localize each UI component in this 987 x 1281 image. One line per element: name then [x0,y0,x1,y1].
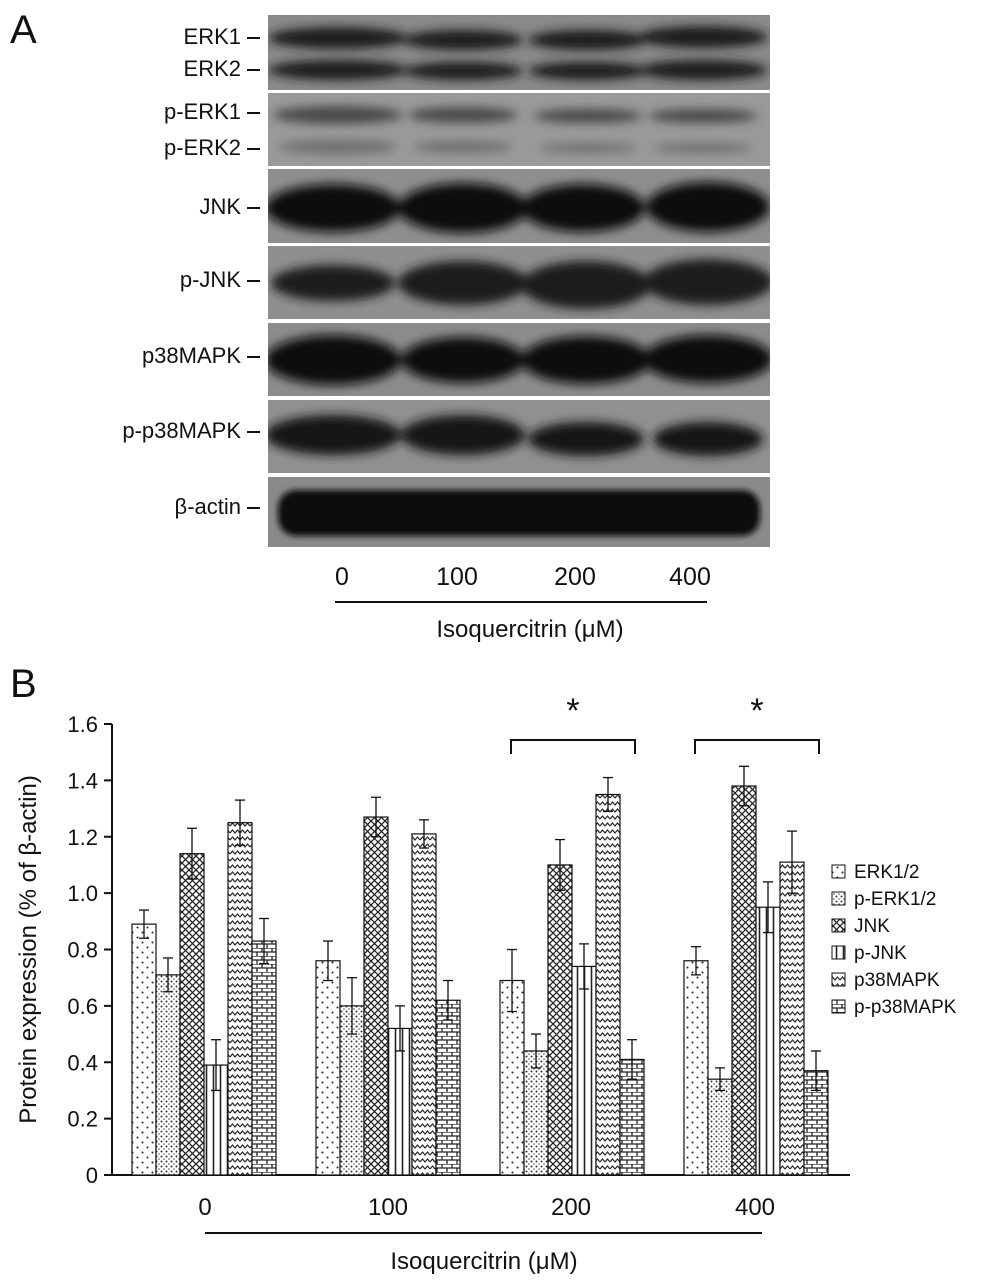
blot-label-p38mapk: p38MAPK [141,343,241,368]
blot-label-p-p38mapk: p-p38MAPK [122,418,241,443]
bar-p-erk1-2-400 [707,1078,733,1176]
lane-label-200: 200 [554,563,596,591]
bar-jnk-100 [363,816,389,1176]
blot-label--actin: β-actin [174,494,241,519]
x-tick-label-200: 200 [551,1194,591,1221]
significance-bracket [694,739,820,754]
legend-label: p-ERK1/2 [854,889,936,910]
legend-label: ERK1/2 [854,862,919,883]
y-tick-label: 0.6 [67,994,98,1019]
significance-asterisk: * [566,692,579,730]
western-blot-image [268,15,770,547]
bar-p-jnk-400 [755,906,781,1176]
lane-label-100: 100 [436,563,478,591]
bar-p38mapk-200 [595,793,621,1176]
blot-label-p-erk2: p-ERK2 [163,135,241,160]
blot-label-tick [247,112,260,114]
panel-b-letter: B [10,662,37,706]
bar-p-p38mapk-100 [435,999,461,1176]
legend-label: p38MAPK [854,970,940,991]
legend-label: p-JNK [854,943,907,964]
blot-label-tick [247,356,260,358]
y-tick-label: 1.6 [67,712,98,737]
lane-label-400: 400 [669,563,711,591]
legend-label: p-p38MAPK [854,997,957,1018]
bar-p-p38mapk-0 [251,940,277,1176]
y-tick-label: 0.8 [67,938,98,963]
blot-label-tick [247,507,260,509]
blot-label-erk2: ERK2 [183,56,241,81]
x-tick-label-400: 400 [735,1194,775,1221]
lane-label-0: 0 [335,563,349,591]
protein-expression-bar-chart: 0 0.2 0.4 0.6 0.8 1.0 1.2 1.4 1.6 Protein express… [15,692,957,1275]
y-tick-label: 0.4 [67,1050,98,1075]
bar-jnk-400 [731,785,757,1176]
bar-p-erk1-2-200 [523,1050,549,1176]
blot-label-p-erk1: p-ERK1 [163,99,241,124]
significance-bracket [510,739,636,754]
bar-jnk-0 [179,853,205,1176]
legend-swatch-erk1-2 [831,864,846,879]
significance-asterisk: * [750,692,763,730]
legend-swatch-jnk [831,918,846,933]
blot-label-p-jnk: p-JNK [179,267,241,292]
bar-p38mapk-100 [411,833,437,1176]
blot-label-jnk: JNK [199,194,241,219]
blot-label-tick [247,37,260,39]
bar-erk1-2-400 [683,960,709,1176]
blot-label-tick [247,148,260,150]
blot-label-tick [247,431,260,433]
bar-erk1-2-0 [131,923,157,1176]
blot-label-tick [247,280,260,282]
legend-swatch-p38mapk [831,972,846,987]
blot-x-axis-title: Isoquercitrin (μM) [436,616,624,643]
bar-p38mapk-400 [779,861,805,1176]
y-tick-label: 1.0 [67,881,98,906]
blot-x-axis-line [335,601,707,603]
bar-jnk-200 [547,864,573,1176]
y-tick-label: 1.2 [67,825,98,850]
legend-swatch-p-p38mapk [831,999,846,1014]
bar-p-erk1-2-0 [155,974,181,1176]
blot-label-tick [247,207,260,209]
legend-label: JNK [854,916,890,937]
bar-p-jnk-200 [571,965,597,1176]
panel-a-letter: A [10,8,37,52]
y-tick-label: 1.4 [67,768,98,793]
blot-label-erk1: ERK1 [183,24,241,49]
legend-swatch-p-erk1-2 [831,891,846,906]
y-tick-label: 0 [86,1163,98,1188]
legend-swatch-p-jnk [831,945,846,960]
bar-erk1-2-100 [315,960,341,1176]
y-tick-label: 0.2 [67,1107,98,1132]
x-tick-label-0: 0 [198,1194,211,1221]
x-axis-title: Isoquercitrin (μM) [390,1248,577,1275]
blot-label-tick [247,69,260,71]
y-axis-title: Protein expression (% of β-actin) [15,775,42,1124]
bar-p38mapk-0 [227,822,253,1176]
x-tick-label-100: 100 [368,1194,408,1221]
